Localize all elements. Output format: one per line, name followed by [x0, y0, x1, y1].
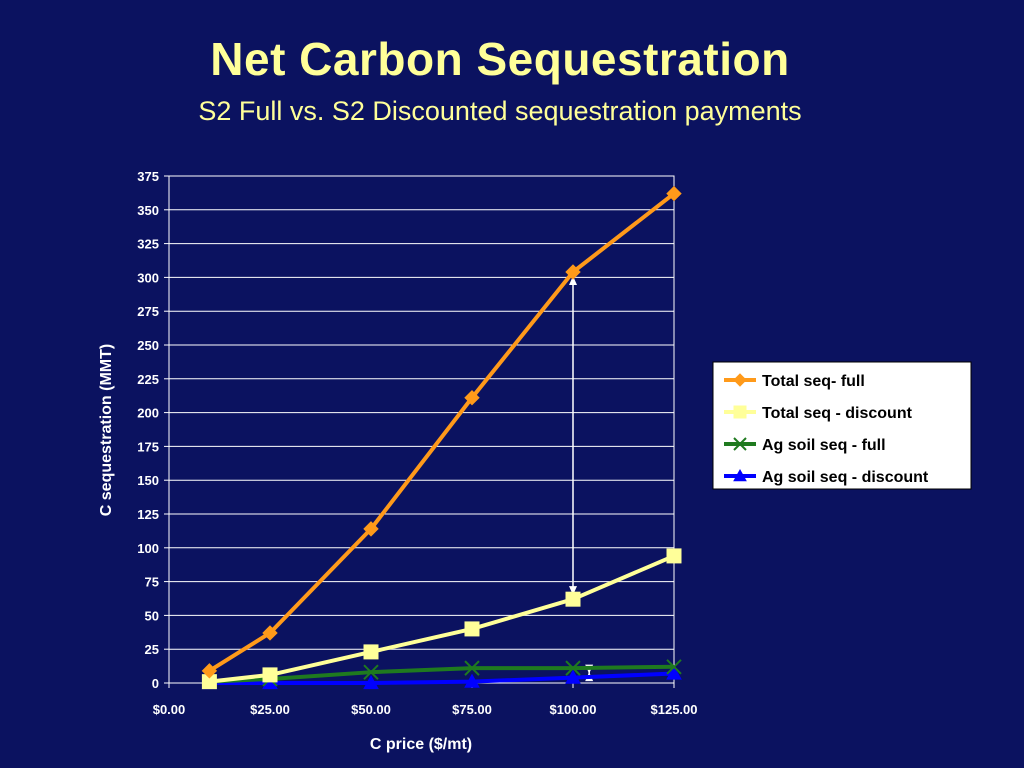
legend: Total seq- full Total seq - discount Ag so… [712, 361, 972, 490]
data-point [464, 673, 480, 688]
data-point [262, 625, 278, 641]
data-point [363, 664, 379, 680]
data-point [464, 660, 480, 676]
legend-marker [733, 405, 747, 419]
series-line [209, 554, 675, 684]
data-point [363, 644, 379, 660]
legend-box [712, 361, 972, 490]
series [201, 185, 682, 690]
data-point [363, 674, 379, 690]
legend-label: Ag soil seq - full [762, 437, 886, 454]
data-point [565, 264, 581, 280]
x-axis-title: C price ($/mt) [370, 736, 472, 753]
y-tick-label: 25 [145, 642, 159, 657]
annotations [569, 275, 594, 682]
x-tick-label: $100.00 [550, 702, 597, 717]
data-point [464, 621, 480, 637]
legend-marker [733, 468, 747, 482]
x-tick-label: $75.00 [452, 702, 492, 717]
grid-lines [169, 175, 674, 650]
y-tick-label: 250 [137, 338, 159, 353]
legend-label: Total seq - discount [762, 405, 913, 422]
x-tick-label: $125.00 [651, 702, 698, 717]
data-point [666, 185, 682, 202]
y-tick-label: 325 [137, 237, 159, 252]
series-line [209, 671, 675, 685]
data-point [464, 390, 480, 406]
y-tick-label: 150 [137, 473, 159, 488]
legend-label: Total seq- full [762, 373, 865, 390]
data-point [565, 660, 581, 676]
y-tick-label: 0 [152, 676, 159, 691]
x-tick-label: $25.00 [250, 702, 290, 717]
slide-title: Net Carbon Sequestration [210, 33, 790, 85]
y-tick-label: 300 [137, 270, 159, 285]
y-tick-label: 100 [137, 541, 159, 556]
x-tick-label: $0.00 [153, 702, 186, 717]
data-point [201, 663, 218, 679]
legend-label: Ag soil seq - discount [762, 469, 929, 486]
legend-marker [733, 437, 747, 451]
data-point [565, 669, 581, 684]
y-axis-title: C sequestration (MMT) [98, 344, 115, 516]
data-point [565, 591, 581, 607]
y-tick-label: 375 [137, 169, 159, 184]
x-tick-label: $50.00 [351, 702, 391, 717]
arrow-head-up [569, 275, 577, 285]
y-tick-label: 175 [137, 439, 159, 454]
y-tick-label: 200 [137, 406, 159, 421]
axes: 0 25 50 75 100 125 150 175 200 225 250 275 300 325 350… [137, 169, 697, 717]
data-point [666, 659, 682, 675]
series-line [209, 664, 675, 684]
series-line [208, 191, 676, 673]
y-tick-label: 75 [145, 575, 159, 590]
data-point [363, 521, 379, 537]
y-tick-label: 50 [145, 608, 159, 623]
legend-marker [733, 373, 747, 387]
data-point [666, 665, 682, 680]
y-tick-label: 350 [137, 203, 159, 218]
data-point [262, 667, 278, 683]
arrow-head-down [569, 586, 577, 596]
y-tick-label: 275 [137, 304, 159, 319]
y-tick-label: 225 [137, 372, 159, 387]
slide-subtitle: S2 Full vs. S2 Discounted sequestration … [198, 96, 802, 126]
data-point [666, 548, 682, 564]
y-tick-label: 125 [137, 507, 159, 522]
